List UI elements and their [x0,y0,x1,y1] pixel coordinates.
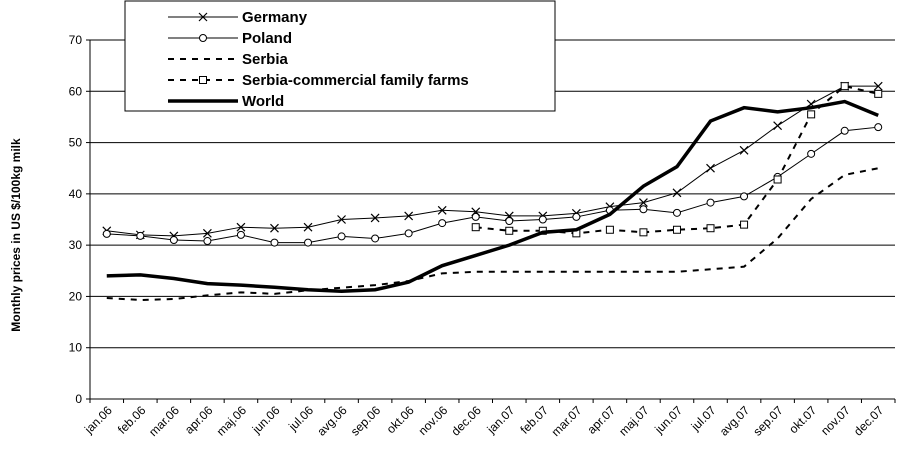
y-tick-label: 30 [69,238,83,252]
x-tick-label: sep.06 [348,403,384,439]
marker [303,222,313,232]
x-tick-label: jul.06 [285,403,316,434]
marker [639,198,648,208]
marker [874,123,883,132]
marker [199,76,207,84]
marker [438,219,447,228]
y-axis-label: Monthly prices in US $/100kg milk [9,138,23,332]
marker [672,188,682,198]
marker [739,145,749,155]
legend-label: Germany [242,9,308,26]
x-tick-label: apr.07 [585,403,619,437]
y-tick-label: 50 [69,136,83,150]
marker [572,212,581,221]
y-tick-label: 60 [69,84,83,98]
marker [505,226,514,235]
marker [136,231,145,240]
marker [505,217,514,226]
legend-label: Serbia [242,51,289,68]
marker [773,175,782,184]
series-line [106,126,879,244]
marker [873,81,883,91]
marker [236,222,246,232]
x-tick-label: mar.06 [146,403,182,439]
marker [198,12,208,22]
x-tick-label: avg.06 [314,403,350,439]
legend-box [124,0,556,112]
x-tick-label: avg.07 [717,403,753,439]
y-tick-label: 20 [69,289,83,303]
series-line [106,99,879,294]
x-tick-label: jun.06 [249,403,283,437]
marker [370,213,380,223]
marker [270,238,279,247]
x-tick-label: feb.07 [517,403,551,437]
marker [740,192,749,201]
series-line [106,167,879,302]
marker [337,232,346,241]
marker [437,205,447,215]
marker [807,110,816,119]
marker [840,82,849,91]
marker [706,198,715,207]
x-tick-label: jan.06 [81,403,115,437]
x-tick-label: feb.06 [115,403,149,437]
x-tick-label: sep.07 [750,403,786,439]
marker [538,215,547,224]
marker [840,126,849,135]
x-tick-label: jan.07 [484,403,518,437]
marker [773,121,783,131]
x-tick-label: jun.07 [651,403,685,437]
marker [371,234,380,243]
marker [199,34,207,42]
legend-label: Serbia-commercial family farms [242,72,469,89]
x-tick-label: okt.07 [786,403,819,436]
marker [672,225,681,234]
y-tick-label: 10 [69,341,83,355]
marker [706,224,715,233]
marker [203,237,212,246]
marker [102,229,111,238]
marker [270,223,279,233]
y-tick-label: 0 [75,392,82,406]
x-tick-label: jul.07 [688,403,719,434]
marker [404,229,413,238]
x-tick-label: dec.07 [851,403,887,439]
x-tick-label: nov.07 [818,403,853,438]
y-tick-label: 40 [69,187,83,201]
marker [471,212,480,221]
legend-label: Poland [242,30,292,47]
marker [639,205,648,214]
marker [236,230,245,239]
marker [169,236,178,245]
x-tick-label: apr.06 [182,403,216,437]
marker [471,223,480,232]
x-tick-label: okt.06 [384,403,417,436]
legend-label: World [242,93,284,110]
marker [740,220,749,229]
marker [304,238,313,247]
series-line [106,85,879,237]
marker [202,228,212,238]
x-tick-label: maj.07 [616,403,652,439]
x-tick-label: dec.06 [448,403,484,439]
marker [874,89,883,98]
marker [639,228,648,237]
marker [605,225,614,234]
x-tick-label: maj.06 [214,403,250,439]
x-tick-label: mar.07 [549,403,585,439]
y-tick-label: 70 [69,33,83,47]
x-tick-label: nov.06 [416,403,451,438]
marker [672,208,681,217]
marker [706,163,715,173]
marker [337,215,346,224]
marker [807,149,816,158]
marker [404,211,414,221]
